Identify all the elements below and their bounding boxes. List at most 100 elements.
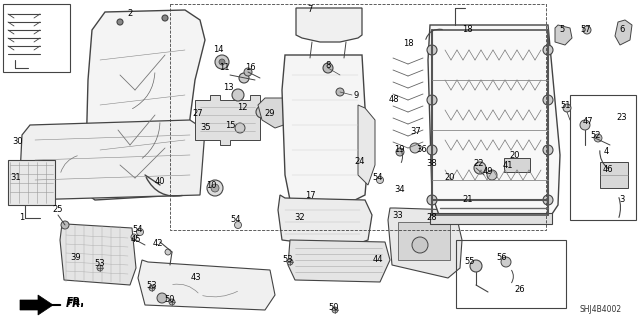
Circle shape — [323, 63, 333, 73]
Text: 35: 35 — [201, 123, 211, 132]
Text: 46: 46 — [603, 166, 613, 174]
Text: 8: 8 — [325, 61, 331, 70]
Polygon shape — [296, 8, 362, 42]
Text: 30: 30 — [13, 137, 23, 146]
Circle shape — [396, 148, 404, 156]
Circle shape — [244, 68, 252, 76]
Polygon shape — [428, 25, 560, 220]
Text: 37: 37 — [411, 128, 421, 137]
Circle shape — [543, 195, 553, 205]
Polygon shape — [20, 120, 205, 200]
Circle shape — [427, 195, 437, 205]
Text: 53: 53 — [147, 280, 157, 290]
Text: 17: 17 — [305, 190, 316, 199]
Text: 5: 5 — [559, 26, 564, 34]
Polygon shape — [20, 295, 53, 315]
Circle shape — [594, 134, 602, 142]
Text: 55: 55 — [465, 257, 476, 266]
Circle shape — [336, 88, 344, 96]
Text: 6: 6 — [620, 26, 625, 34]
Polygon shape — [282, 55, 368, 200]
Circle shape — [543, 145, 553, 155]
Polygon shape — [615, 20, 632, 45]
Bar — [3, 4, 70, 72]
Circle shape — [543, 95, 553, 105]
Text: 36: 36 — [417, 145, 428, 154]
Circle shape — [215, 55, 229, 69]
Text: 50: 50 — [329, 303, 339, 313]
Circle shape — [97, 265, 103, 271]
Circle shape — [474, 162, 486, 174]
Text: 23: 23 — [617, 114, 627, 122]
Text: 45: 45 — [131, 235, 141, 244]
Text: 1: 1 — [19, 213, 24, 222]
Text: 49: 49 — [483, 167, 493, 176]
Circle shape — [149, 285, 155, 291]
Text: 18: 18 — [461, 26, 472, 34]
Circle shape — [117, 19, 123, 25]
Text: 54: 54 — [132, 226, 143, 234]
Text: 47: 47 — [582, 117, 593, 127]
Circle shape — [61, 221, 69, 229]
Circle shape — [256, 106, 268, 118]
Circle shape — [165, 249, 171, 255]
Text: 25: 25 — [52, 205, 63, 214]
Text: 40: 40 — [155, 177, 165, 187]
Text: 28: 28 — [427, 212, 437, 221]
Polygon shape — [195, 95, 260, 145]
Circle shape — [376, 176, 383, 183]
Text: 27: 27 — [193, 109, 204, 118]
Circle shape — [211, 184, 219, 192]
Text: 34: 34 — [395, 186, 405, 195]
Text: 48: 48 — [388, 95, 399, 105]
Text: 31: 31 — [11, 174, 21, 182]
Polygon shape — [555, 25, 572, 45]
Text: 29: 29 — [265, 108, 275, 117]
Bar — [570, 95, 636, 220]
Text: 19: 19 — [394, 145, 404, 154]
Text: 22: 22 — [474, 159, 484, 167]
Circle shape — [234, 221, 241, 228]
Text: 13: 13 — [223, 84, 234, 93]
Circle shape — [583, 26, 591, 34]
Text: 2: 2 — [127, 10, 132, 19]
Polygon shape — [85, 10, 205, 200]
Circle shape — [169, 299, 175, 305]
Bar — [456, 240, 566, 308]
Circle shape — [410, 143, 420, 153]
Text: 26: 26 — [515, 286, 525, 294]
Text: 32: 32 — [294, 213, 305, 222]
Circle shape — [207, 180, 223, 196]
Text: 51: 51 — [561, 101, 572, 110]
Circle shape — [427, 45, 437, 55]
Circle shape — [332, 307, 338, 313]
Text: 20: 20 — [445, 173, 455, 182]
Text: 16: 16 — [244, 63, 255, 72]
Text: 57: 57 — [580, 26, 591, 34]
Bar — [430, 213, 552, 224]
Text: 9: 9 — [353, 92, 358, 100]
Circle shape — [412, 237, 428, 253]
Text: 24: 24 — [355, 158, 365, 167]
Text: 20: 20 — [509, 151, 520, 160]
Circle shape — [287, 259, 293, 265]
Text: 54: 54 — [372, 174, 383, 182]
Circle shape — [235, 123, 245, 133]
Circle shape — [543, 45, 553, 55]
Text: 42: 42 — [153, 239, 163, 248]
Text: 44: 44 — [372, 256, 383, 264]
Text: 39: 39 — [70, 254, 81, 263]
Text: 53: 53 — [95, 258, 106, 268]
Circle shape — [219, 59, 225, 65]
Circle shape — [232, 89, 244, 101]
Bar — [170, 4, 546, 230]
Text: 12: 12 — [237, 103, 247, 113]
Circle shape — [563, 104, 571, 112]
Text: 53: 53 — [283, 256, 293, 264]
Bar — [398, 222, 450, 260]
Text: 15: 15 — [225, 122, 236, 130]
Circle shape — [239, 73, 249, 83]
Circle shape — [427, 145, 437, 155]
Text: 4: 4 — [604, 147, 609, 157]
Bar — [504, 158, 530, 172]
